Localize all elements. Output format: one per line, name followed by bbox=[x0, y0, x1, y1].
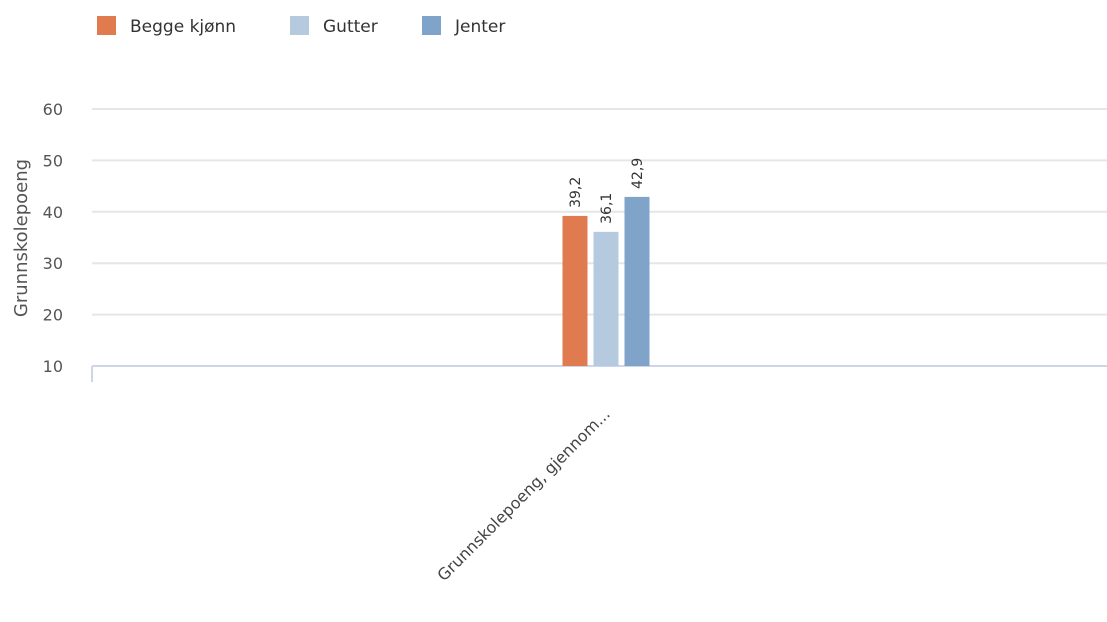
bar[interactable] bbox=[562, 215, 588, 366]
y-tick-label: 30 bbox=[43, 254, 63, 273]
legend-swatch bbox=[290, 16, 309, 35]
bar[interactable] bbox=[624, 196, 650, 366]
y-tick-label: 20 bbox=[43, 306, 63, 325]
legend-label: Begge kjønn bbox=[130, 17, 236, 37]
x-axis-categories: Grunnskolepoeng, gjennom... bbox=[433, 404, 613, 584]
data-label: 42,9 bbox=[630, 158, 646, 189]
bars bbox=[562, 196, 650, 366]
legend-swatch bbox=[97, 16, 116, 35]
legend-label: Jenter bbox=[454, 17, 505, 37]
legend-item[interactable]: Jenter bbox=[422, 16, 505, 37]
legend-item[interactable]: Begge kjønn bbox=[97, 16, 236, 37]
y-tick-label: 10 bbox=[43, 357, 63, 376]
y-axis-ticks: 10 20 30 40 50 60 bbox=[43, 100, 63, 376]
y-tick-label: 50 bbox=[43, 151, 63, 170]
legend-item[interactable]: Gutter bbox=[290, 16, 378, 37]
y-tick-label: 60 bbox=[43, 100, 63, 119]
y-tick-label: 40 bbox=[43, 203, 63, 222]
data-label: 39,2 bbox=[568, 177, 584, 208]
data-labels: 39,2 36,1 42,9 bbox=[568, 158, 646, 224]
legend-label: Gutter bbox=[323, 17, 378, 37]
legend: Begge kjønn Gutter Jenter bbox=[97, 16, 505, 37]
x-category-label: Grunnskolepoeng, gjennom... bbox=[433, 404, 613, 584]
data-label: 36,1 bbox=[599, 193, 615, 224]
y-axis-title: Grunnskolepoeng bbox=[11, 159, 32, 317]
legend-swatch bbox=[422, 16, 441, 35]
bar[interactable] bbox=[593, 231, 619, 366]
